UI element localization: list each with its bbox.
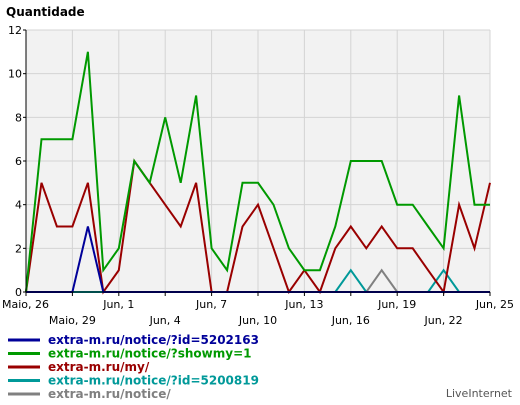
x-tick-label: Maio, 29 <box>49 314 96 327</box>
legend-label: extra-m.ru/notice/?id=5202163 <box>48 333 259 347</box>
x-tick-label: Jun, 19 <box>377 298 416 311</box>
x-tick-label: Jun, 7 <box>195 298 227 311</box>
x-tick-label: Jun, 13 <box>284 298 323 311</box>
chart-title: Quantidade <box>6 5 85 19</box>
legend-label: extra-m.ru/notice/?showmy=1 <box>48 347 252 361</box>
x-tick-label: Jun, 25 <box>475 298 514 311</box>
x-tick-label: Jun, 10 <box>238 314 277 327</box>
x-tick-label: Maio, 26 <box>2 298 49 311</box>
x-tick-label: Jun, 1 <box>102 298 134 311</box>
x-tick-label: Jun, 16 <box>331 314 370 327</box>
y-tick-label: 8 <box>15 111 22 124</box>
legend-label: extra-m.ru/notice/ <box>48 387 171 401</box>
y-tick-label: 10 <box>8 68 22 81</box>
y-tick-label: 0 <box>15 286 22 299</box>
brand-label: LiveInternet <box>446 387 513 400</box>
legend-label: extra-m.ru/my/ <box>48 360 150 374</box>
x-tick-label: Jun, 4 <box>149 314 181 327</box>
series-line-3 <box>25 51 490 293</box>
y-tick-label: 12 <box>8 24 22 37</box>
x-tick-label: Jun, 22 <box>424 314 463 327</box>
legend-label: extra-m.ru/notice/?id=5200819 <box>48 374 259 388</box>
y-tick-label: 6 <box>15 155 22 168</box>
y-tick-label: 2 <box>15 242 22 255</box>
y-tick-label: 4 <box>15 199 22 212</box>
